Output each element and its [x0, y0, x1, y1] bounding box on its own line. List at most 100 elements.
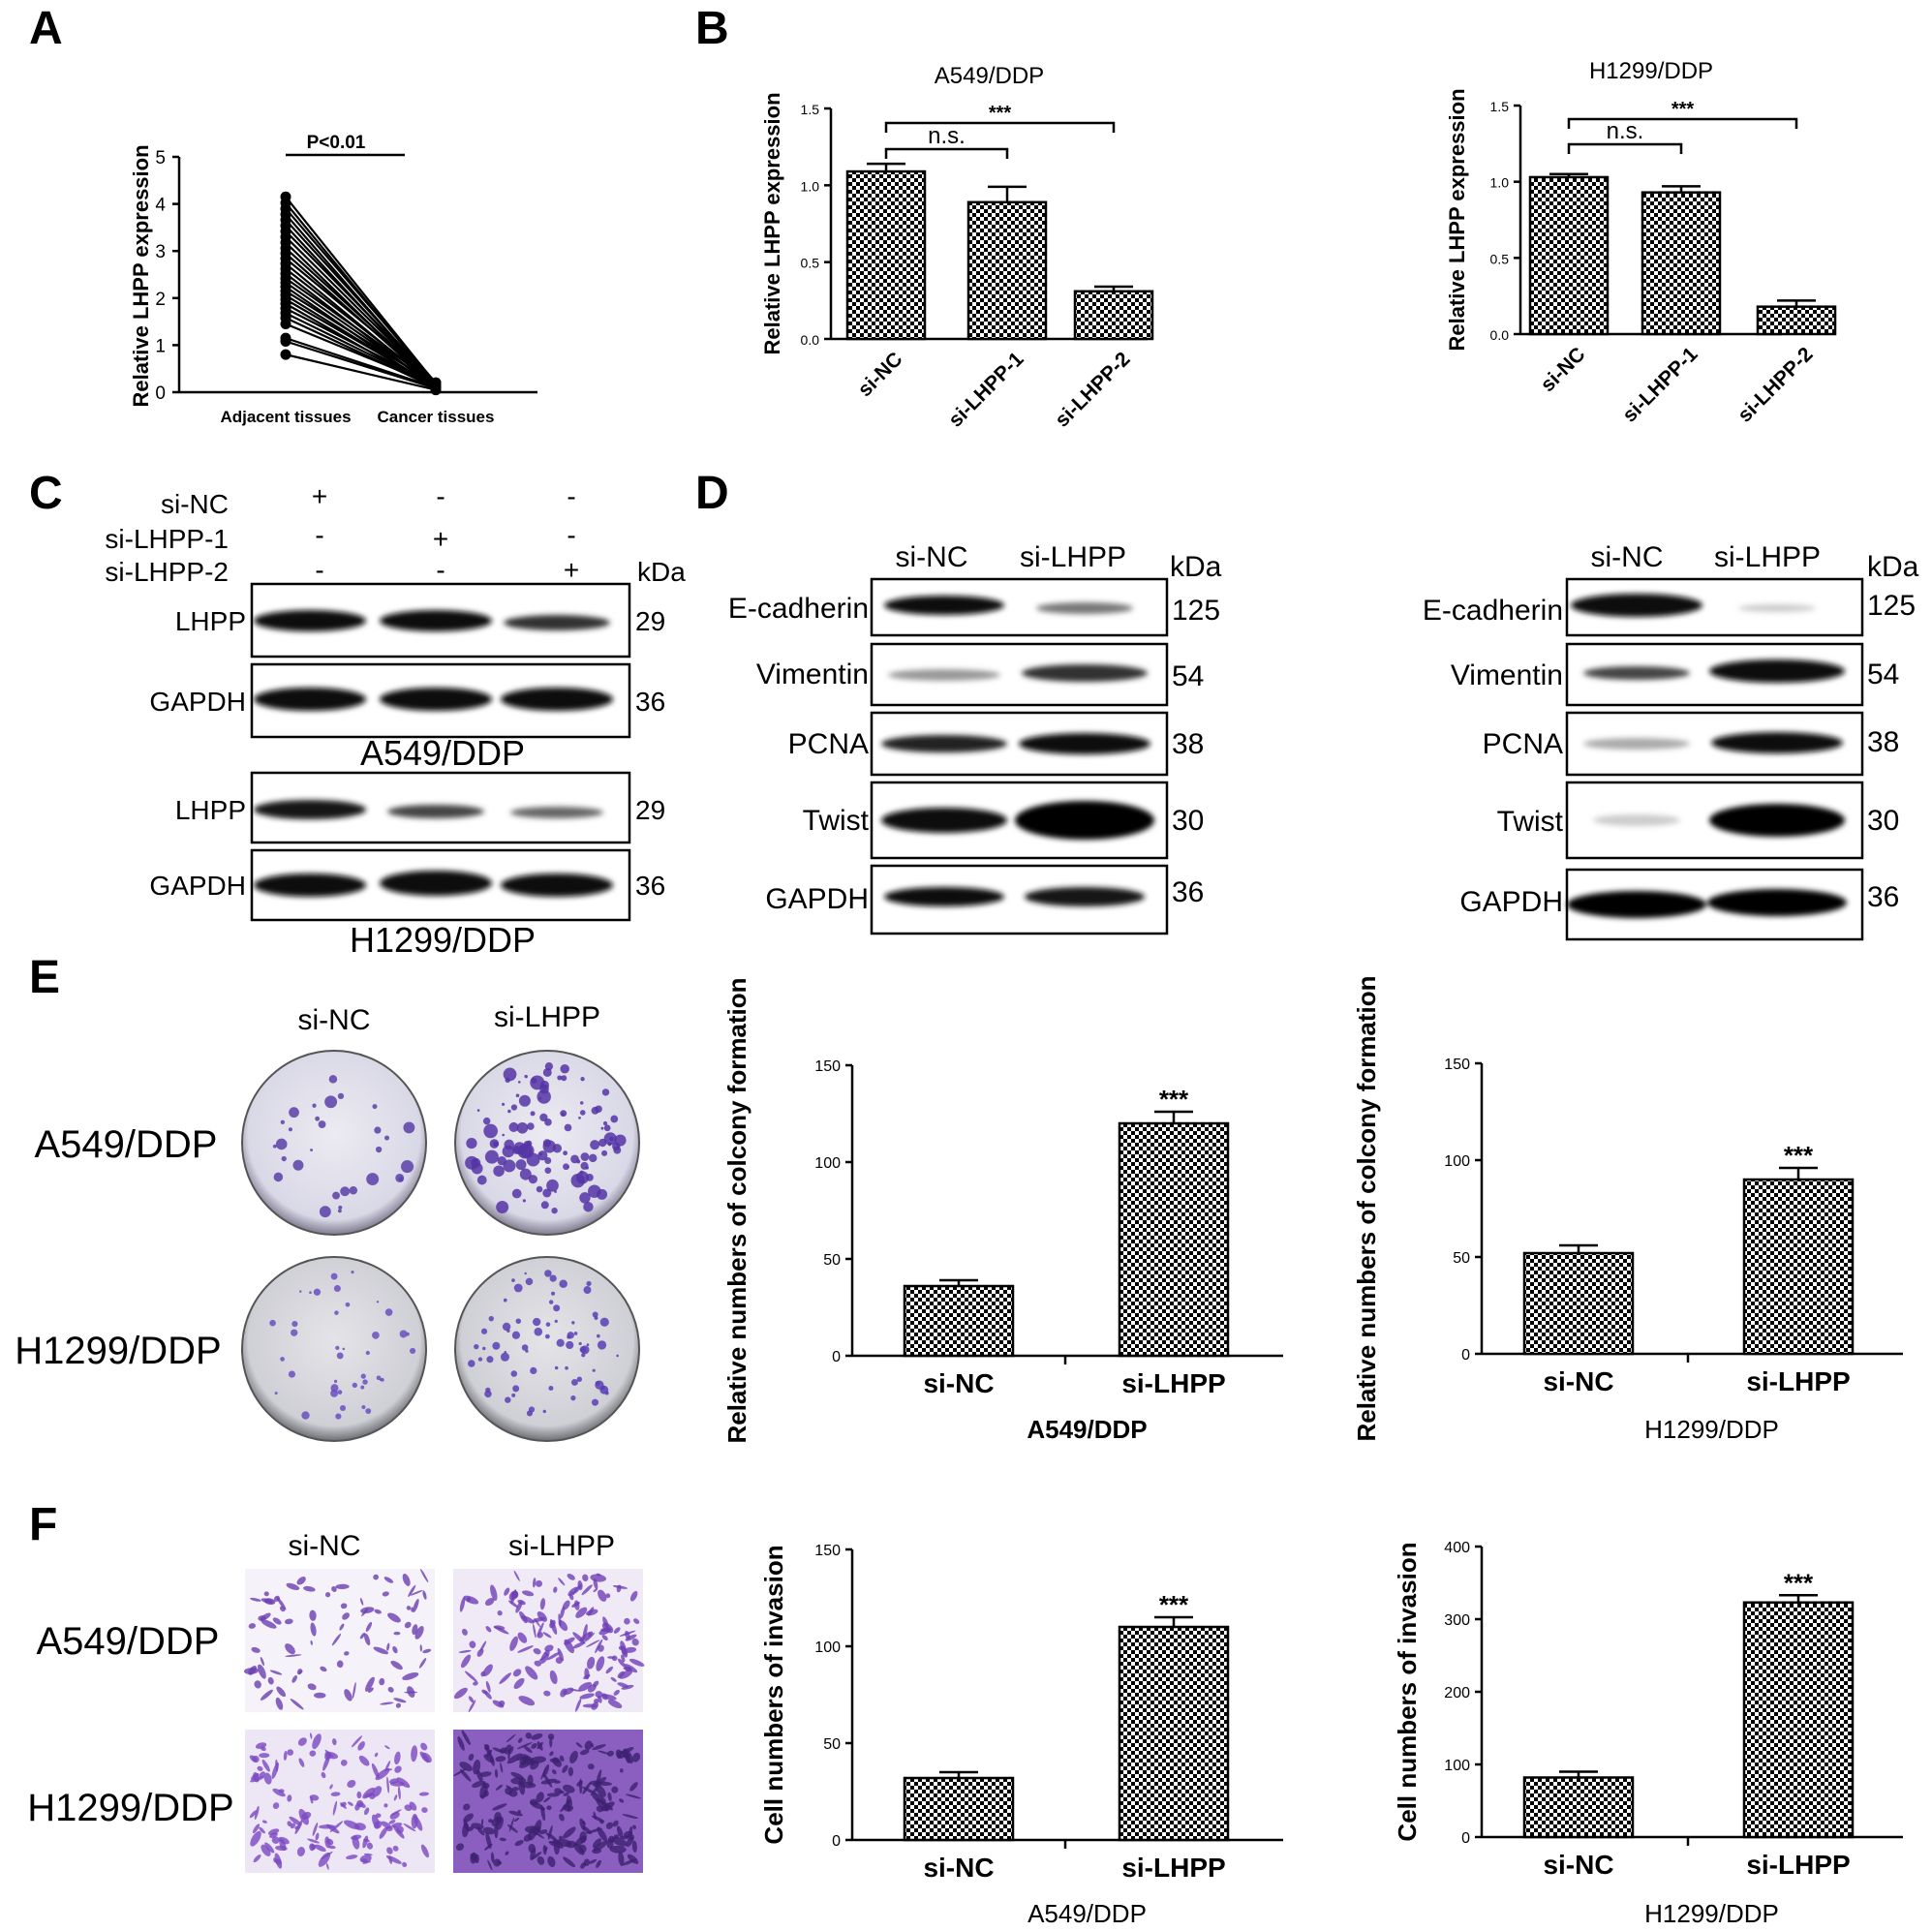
- colony: [288, 1127, 292, 1132]
- invading-cell: [363, 1838, 370, 1843]
- invading-cell: [615, 1749, 623, 1760]
- colony: [489, 1139, 500, 1149]
- invading-cell: [517, 1599, 526, 1606]
- invading-cell: [573, 1600, 580, 1610]
- colony: [337, 1209, 342, 1213]
- invading-cell: [419, 1644, 422, 1652]
- colony: [528, 1175, 537, 1184]
- colony: [549, 1274, 557, 1282]
- invading-cell: [309, 1750, 317, 1757]
- invading-cell: [331, 1633, 342, 1646]
- colony: [333, 1379, 338, 1384]
- invading-cell: [414, 1815, 423, 1831]
- colony: [519, 1168, 532, 1180]
- chart-f-a549: 0 50 100 150 si-NC si-LHPP Cell numbers of inv…: [759, 1543, 1283, 1928]
- invading-cell: [595, 1691, 603, 1699]
- invading-cell: [394, 1751, 401, 1765]
- significance-label: n.s.: [1607, 118, 1644, 144]
- adjacent-point: [280, 349, 291, 360]
- chart-e-h1299: 0 50 100 150 si-NC si-LHPP Relative numbers of…: [1352, 975, 1903, 1444]
- invading-cell: [340, 1603, 348, 1609]
- colony: [538, 1152, 542, 1156]
- invading-cell: [559, 1755, 565, 1762]
- colony: [379, 1378, 383, 1381]
- invading-cell: [547, 1855, 556, 1867]
- blot-kda-value: 54: [1867, 659, 1899, 690]
- colony: [281, 1155, 287, 1162]
- colony: [591, 1398, 599, 1406]
- significance-label: n.s.: [928, 123, 966, 149]
- invading-cell: [310, 1640, 313, 1645]
- invading-cell: [359, 1597, 364, 1606]
- invading-cell: [276, 1686, 287, 1698]
- invading-cell: [463, 1595, 479, 1605]
- colony: [579, 1170, 584, 1175]
- invading-cell: [468, 1753, 475, 1762]
- invading-cell: [601, 1801, 615, 1812]
- panel-c-sign: -: [567, 520, 575, 550]
- invading-cell: [366, 1842, 373, 1850]
- colony: [570, 1395, 576, 1401]
- panel-c-sign: +: [433, 524, 448, 554]
- colony: [493, 1165, 505, 1177]
- invading-cell: [575, 1742, 583, 1748]
- colony: [504, 1350, 507, 1354]
- invading-cell: [622, 1858, 636, 1866]
- colony: [502, 1133, 506, 1137]
- invading-cell: [622, 1814, 638, 1820]
- panel-c-sign: -: [315, 520, 323, 550]
- colony: [313, 1288, 322, 1296]
- blot-label: LHPP: [175, 795, 246, 825]
- invading-cell: [592, 1848, 602, 1854]
- colony: [576, 1376, 583, 1382]
- colony: [508, 1121, 519, 1132]
- invading-cell: [546, 1652, 561, 1661]
- colony: [406, 1332, 410, 1336]
- blot-label: E-cadherin: [728, 593, 869, 625]
- invading-cell: [260, 1689, 273, 1701]
- y-tick-label: 100: [1444, 1758, 1470, 1774]
- colony: [337, 1092, 345, 1099]
- invading-cell: [534, 1660, 542, 1667]
- invading-cell: [562, 1764, 568, 1773]
- panel-letter-f: F: [29, 1499, 57, 1550]
- invading-cell: [632, 1824, 637, 1830]
- invading-cell: [611, 1786, 619, 1793]
- y-tick-label: 300: [1444, 1612, 1470, 1629]
- invading-cell: [310, 1732, 313, 1739]
- colony: [546, 1179, 559, 1192]
- colony: [474, 1158, 477, 1163]
- colony: [376, 1301, 380, 1303]
- invading-cell: [471, 1823, 484, 1830]
- invading-cell: [296, 1577, 306, 1585]
- invading-cell: [459, 1762, 473, 1771]
- invading-cell: [462, 1628, 468, 1636]
- invading-cell: [468, 1700, 476, 1713]
- invading-cell: [588, 1858, 598, 1864]
- colony: [590, 1140, 600, 1150]
- invading-cell: [592, 1793, 606, 1804]
- adjacent-point: [280, 336, 291, 348]
- invading-cell: [552, 1838, 564, 1849]
- invading-cell: [617, 1670, 625, 1678]
- invading-cell: [379, 1677, 385, 1686]
- y-tick-label: 0.5: [801, 256, 820, 271]
- invading-cell: [577, 1580, 583, 1591]
- blot-label: PCNA: [1483, 728, 1563, 760]
- invading-cell: [294, 1820, 303, 1835]
- bar: [845, 169, 927, 341]
- invading-cell: [420, 1844, 430, 1858]
- invading-cell: [567, 1794, 572, 1810]
- invading-cell: [422, 1648, 432, 1654]
- invading-cell: [482, 1826, 496, 1835]
- invading-cell: [284, 1618, 293, 1625]
- colony: [524, 1272, 527, 1275]
- chart-b-a549: 0.0 0.5 1.0 1.5 si-NC si-LHPP-1 si-LHPP-2 Relat…: [760, 63, 1154, 432]
- colony: [309, 1291, 312, 1295]
- invading-cell: [533, 1578, 537, 1588]
- invading-cell: [320, 1666, 327, 1672]
- invading-cell: [340, 1802, 347, 1809]
- invading-cell: [517, 1632, 528, 1643]
- invading-cell: [536, 1792, 544, 1803]
- x-category-label: si-LHPP-1: [1618, 343, 1702, 427]
